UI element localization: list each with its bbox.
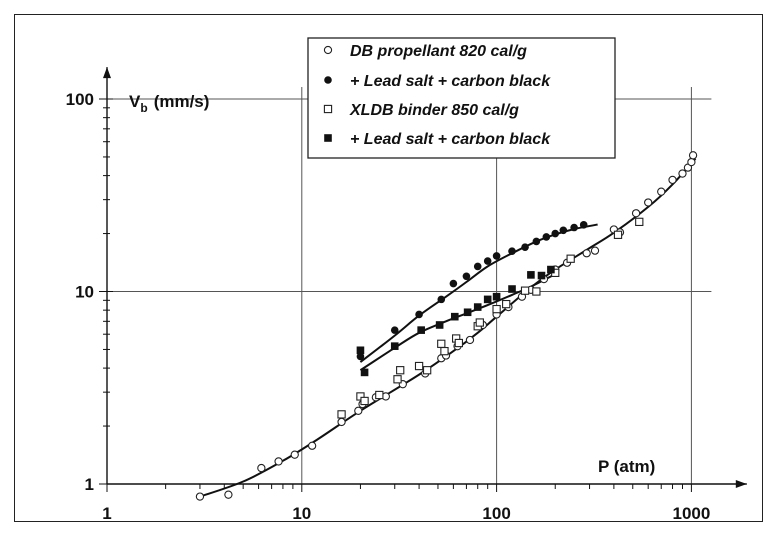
data-point (356, 352, 365, 361)
y-tick-labels: 1 10 100 (66, 90, 94, 494)
legend-label: + Lead salt + carbon black (350, 73, 551, 90)
data-point (521, 243, 529, 251)
data-point (274, 457, 283, 466)
axes (99, 67, 747, 492)
data-point (687, 157, 696, 167)
legend-box (307, 37, 616, 159)
data-point (492, 252, 501, 260)
legend-label: XLDB binder 850 cal/g (349, 102, 519, 119)
y-axis-arrow (103, 67, 111, 79)
data-point (508, 247, 516, 255)
data-markers (195, 151, 698, 501)
x-tick-label: 1000 (672, 504, 710, 523)
data-point (688, 151, 698, 160)
x-tick-label: 1 (102, 504, 111, 523)
data-point (463, 308, 472, 317)
data-point (527, 271, 535, 279)
data-point (657, 187, 666, 196)
data-point (631, 209, 641, 218)
data-point (435, 321, 444, 329)
data-point (582, 249, 591, 258)
data-point (360, 396, 369, 406)
data-point (644, 198, 653, 207)
data-point (492, 304, 501, 314)
y-tick-label: 1 (85, 475, 94, 494)
data-point (590, 246, 600, 255)
y-axis-label: Vb (mm/s) (129, 92, 209, 115)
data-point (492, 292, 501, 301)
data-point (195, 492, 205, 501)
y-tick-label: 100 (66, 90, 94, 109)
legend-marker (323, 104, 333, 114)
data-point (417, 326, 425, 334)
data-point (390, 326, 399, 334)
data-point (449, 279, 458, 288)
data-point (502, 299, 511, 309)
data-point (437, 295, 446, 304)
data-point (570, 223, 578, 232)
data-point (356, 346, 365, 355)
data-point (532, 237, 541, 246)
data-point (415, 310, 423, 319)
data-point (440, 346, 449, 356)
data-point (337, 417, 346, 427)
data-point (307, 441, 317, 450)
data-point (668, 175, 677, 185)
data-point (547, 265, 555, 274)
data-point (422, 366, 432, 375)
data-point (375, 390, 384, 400)
data-point (483, 257, 492, 265)
legend-label: DB propellant 820 cal/g (350, 43, 527, 60)
data-point (393, 375, 402, 384)
legend: DB propellant 820 cal/g + Lead salt + car… (307, 37, 616, 159)
legend-marker (324, 134, 332, 142)
data-point (473, 303, 482, 311)
data-point (483, 295, 492, 304)
data-point (551, 229, 560, 238)
data-point (613, 230, 623, 239)
data-point (475, 318, 484, 327)
data-point (454, 338, 463, 348)
y-tick-label: 10 (75, 283, 94, 302)
legend-marker (324, 76, 332, 84)
fit-curves (199, 157, 697, 498)
data-point (390, 342, 399, 350)
data-point (354, 406, 363, 415)
data-point (337, 410, 346, 419)
data-point (290, 450, 299, 459)
data-point (678, 169, 687, 178)
x-tick-label: 100 (482, 504, 510, 523)
data-point (566, 254, 575, 263)
legend-marker (323, 45, 333, 55)
data-point (635, 217, 644, 227)
data-point (537, 271, 546, 280)
data-point (508, 285, 516, 293)
data-point (520, 286, 530, 295)
data-point (450, 312, 459, 321)
data-point (579, 221, 588, 229)
data-point (462, 272, 471, 281)
data-point (532, 287, 541, 296)
legend-label: + Lead salt + carbon black (350, 131, 551, 148)
data-point (559, 226, 568, 235)
x-tick-label: 10 (292, 504, 311, 523)
x-axis-label: P (atm) (598, 457, 655, 476)
fit-curve (199, 157, 697, 498)
fit-curve (359, 223, 598, 363)
chart-frame (14, 14, 763, 522)
data-point (360, 368, 369, 377)
data-point (414, 361, 424, 371)
data-point (542, 233, 551, 241)
data-point (396, 366, 405, 375)
data-point (224, 490, 233, 499)
data-point (465, 335, 475, 345)
x-axis-arrow (735, 480, 747, 488)
data-point (473, 262, 482, 271)
x-tick-labels: 1 10 100 1000 (102, 504, 710, 523)
data-point (257, 463, 266, 473)
data-point (437, 339, 446, 348)
